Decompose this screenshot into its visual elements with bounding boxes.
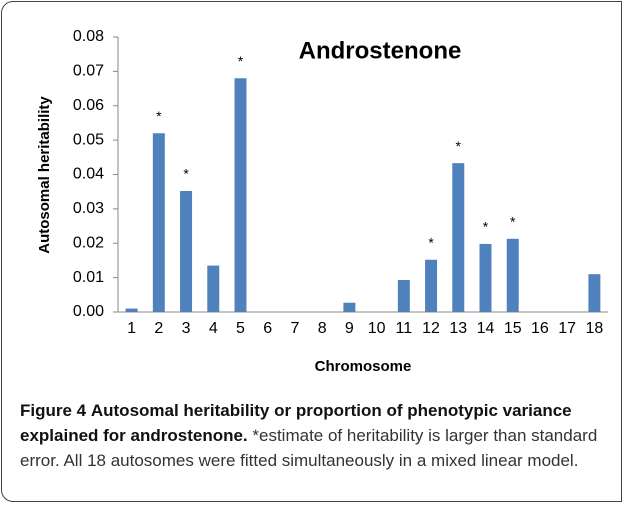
y-tick-label: 0.08	[73, 28, 104, 45]
x-tick-label: 8	[318, 320, 327, 337]
bar	[397, 280, 410, 312]
x-tick-label: 10	[368, 320, 386, 337]
annotation: *	[456, 138, 462, 154]
caption-title: Autosomal heritability or proportion of …	[20, 401, 572, 445]
y-tick-label: 0.06	[73, 97, 104, 114]
y-tick-label: 0.00	[73, 303, 104, 320]
annotation: *	[510, 213, 516, 229]
x-tick-label: 14	[477, 320, 495, 337]
annotation: *	[238, 53, 244, 69]
x-tick-label: 9	[345, 320, 354, 337]
annotation: *	[156, 108, 162, 124]
y-tick-label: 0.01	[73, 269, 104, 286]
y-tick-label: 0.07	[73, 63, 104, 80]
bar	[479, 243, 492, 312]
x-axis-label: Chromosome	[315, 358, 412, 375]
y-tick-label: 0.03	[73, 200, 104, 217]
y-tick-label: 0.04	[73, 166, 104, 183]
x-tick-label: 2	[154, 320, 163, 337]
bar	[234, 78, 247, 312]
bar	[588, 274, 601, 312]
annotation: *	[428, 234, 434, 250]
caption-text: *estimate of heritability is larger than…	[20, 426, 598, 470]
y-tick-label: 0.02	[73, 234, 104, 251]
x-tick-label: 7	[290, 320, 299, 337]
bar	[180, 191, 193, 312]
x-tick-label: 4	[209, 320, 218, 337]
caption: Figure 4 Autosomal heritability or propo…	[20, 398, 616, 473]
x-tick-label: 13	[449, 320, 467, 337]
x-tick-label: 18	[585, 320, 603, 337]
x-tick-label: 17	[558, 320, 576, 337]
bar	[125, 308, 138, 312]
bar	[207, 265, 220, 312]
x-tick-label: 16	[531, 320, 549, 337]
bar	[425, 259, 438, 312]
x-tick-label: 12	[422, 320, 440, 337]
y-axis-label: Autosomal heritability	[36, 96, 53, 254]
y-tick-label: 0.05	[73, 131, 104, 148]
x-tick-label: 11	[396, 320, 413, 337]
bar	[343, 302, 356, 312]
caption-label: Figure 4	[20, 401, 87, 420]
x-tick-label: 5	[236, 320, 245, 337]
bar	[152, 133, 165, 312]
bar	[452, 163, 465, 312]
x-tick-label: 6	[263, 320, 272, 337]
chart: Androstenone Chromosome Autosomal herita…	[36, 28, 608, 375]
chart-title: Androstenone	[299, 37, 462, 64]
x-tick-label: 15	[504, 320, 522, 337]
x-tick-label: 3	[182, 320, 191, 337]
annotation: *	[483, 219, 489, 235]
x-tick-label: 1	[127, 320, 136, 337]
annotation: *	[183, 166, 189, 182]
bar	[506, 238, 519, 312]
